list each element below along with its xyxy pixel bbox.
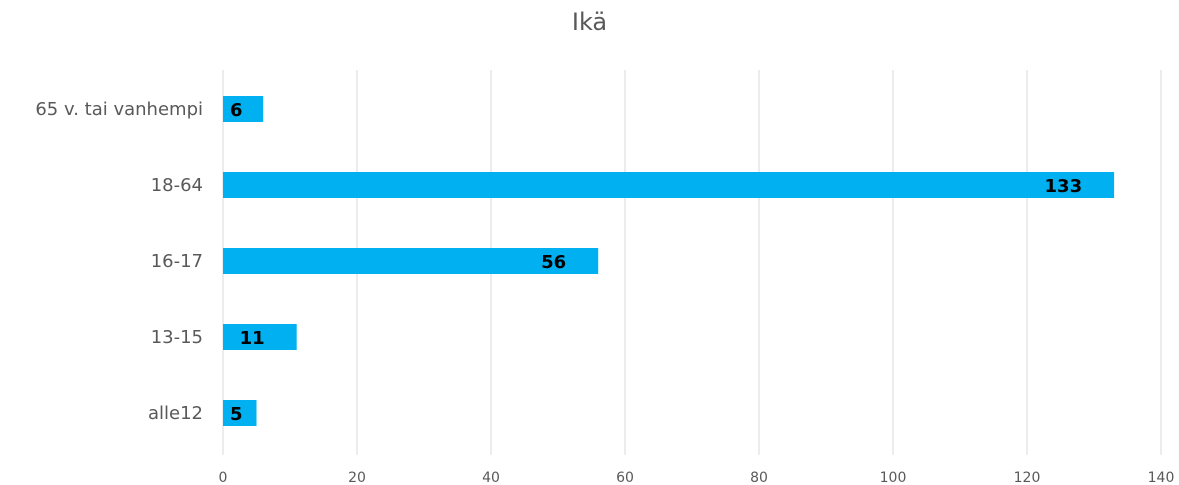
category-label: 18-64: [151, 175, 203, 196]
x-tick-label: 40: [482, 470, 500, 485]
category-label: 16-17: [151, 251, 203, 272]
category-label: 13-15: [151, 327, 203, 348]
x-tick-label: 120: [1014, 470, 1041, 485]
data-label: 56: [541, 252, 566, 273]
data-label: 133: [1045, 176, 1083, 197]
x-tick-label: 80: [750, 470, 768, 485]
data-label: 6: [230, 100, 243, 121]
x-tick-label: 140: [1148, 470, 1175, 485]
bar: [223, 172, 1114, 198]
category-label: 65 v. tai vanhempi: [35, 99, 203, 120]
x-tick-label: 60: [616, 470, 634, 485]
data-label: 5: [230, 404, 243, 425]
x-tick-label: 100: [880, 470, 907, 485]
category-label: alle12: [148, 403, 203, 424]
data-label: 11: [240, 328, 265, 349]
x-tick-label: 0: [219, 470, 228, 485]
x-tick-label: 20: [348, 470, 366, 485]
